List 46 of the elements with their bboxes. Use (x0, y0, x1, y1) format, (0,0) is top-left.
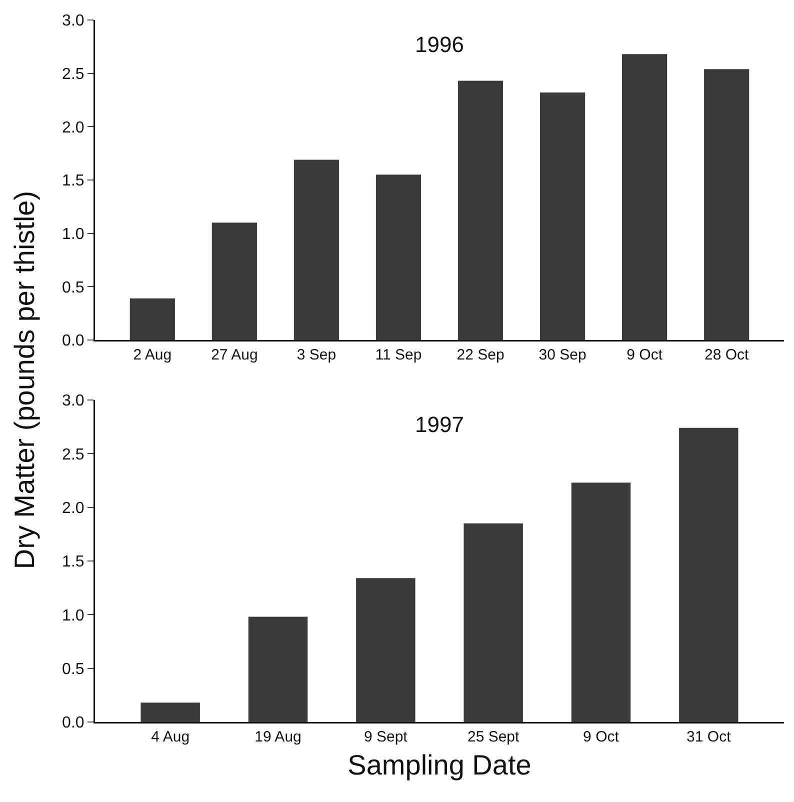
bar (248, 616, 308, 722)
y-tick-label: 0.0 (62, 332, 84, 350)
x-tick-label: 4 Aug (151, 728, 190, 746)
bar (571, 482, 631, 722)
bar (140, 702, 200, 722)
bar (679, 428, 738, 722)
y-tick-label: 2.5 (62, 66, 84, 83)
x-tick-label: 25 Sept (467, 728, 520, 746)
x-tick-label: 2 Aug (133, 346, 172, 364)
x-tick-label: 28 Oct (704, 346, 750, 364)
y-axis-title: Dry Matter (pounds per thistle) (9, 190, 41, 570)
x-tick-label: 9 Oct (583, 728, 620, 746)
bar (540, 92, 586, 340)
x-tick-label: 31 Oct (686, 728, 732, 746)
bar (458, 80, 504, 340)
x-tick-label: 19 Aug (254, 728, 302, 746)
y-tick-label: 0.5 (62, 279, 84, 296)
y-tick-label: 0.0 (62, 714, 84, 732)
bar (294, 160, 340, 340)
text: 1997 (415, 412, 464, 437)
y-tick-label: 1.5 (62, 554, 84, 571)
y-tick-label: 3.0 (62, 392, 84, 410)
text: 1996 (415, 32, 464, 57)
bar (130, 298, 175, 340)
y-tick-label: 1.0 (62, 607, 84, 624)
y-tick-label: 0.5 (62, 660, 84, 678)
x-tick-label: 3 Sep (296, 346, 336, 364)
x-axis-title: Sampling Date (348, 749, 532, 780)
y-tick-label: 2.0 (62, 119, 84, 136)
x-tick-label: 9 Sept (364, 728, 408, 746)
x-tick-label: 27 Aug (211, 346, 258, 364)
bar (704, 69, 750, 340)
bar (212, 222, 257, 340)
y-tick-label: 1.5 (62, 172, 84, 190)
x-tick-label: 9 Oct (626, 346, 664, 364)
bar (356, 578, 416, 722)
x-tick-label: 30 Sep (538, 346, 586, 364)
y-tick-label: 1.0 (62, 226, 84, 243)
bar (376, 174, 422, 340)
x-tick-label: 11 Sep (375, 346, 422, 364)
y-tick-label: 2.0 (62, 500, 84, 517)
x-tick-label: 22 Sep (456, 346, 504, 364)
bar (622, 54, 668, 340)
y-tick-label: 2.5 (62, 446, 84, 464)
y-tick-label: 3.0 (62, 12, 84, 30)
bar (464, 523, 523, 722)
